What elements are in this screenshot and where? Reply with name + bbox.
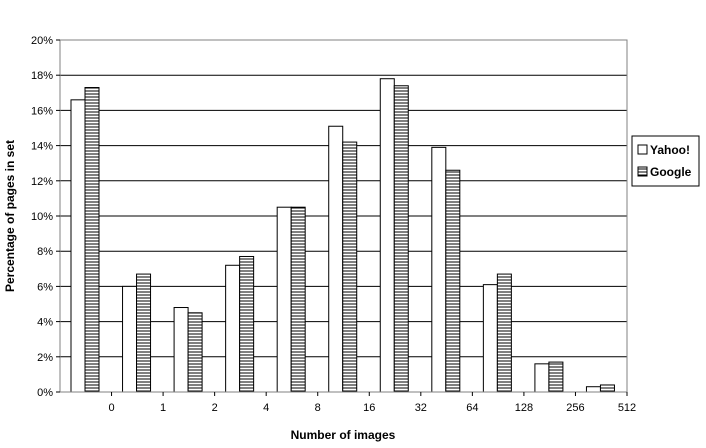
x-tick-label: 512 bbox=[618, 402, 636, 414]
y-tick-label: 0% bbox=[37, 387, 53, 399]
bar-google bbox=[599, 384, 615, 393]
bar-google bbox=[290, 206, 306, 393]
bar-yahoo bbox=[173, 307, 189, 393]
x-tick-label: 32 bbox=[415, 402, 427, 414]
y-tick-label: 20% bbox=[31, 35, 53, 47]
legend-label-yahoo: Yahoo! bbox=[650, 143, 690, 157]
x-tick-label: 16 bbox=[363, 402, 375, 414]
bars bbox=[70, 78, 615, 393]
bar-yahoo bbox=[225, 264, 241, 393]
bar-google bbox=[496, 273, 512, 393]
bar-google bbox=[136, 273, 152, 393]
legend-box bbox=[631, 135, 700, 187]
x-tick-label: 2 bbox=[212, 402, 218, 414]
bar-yahoo bbox=[328, 125, 344, 393]
x-tick-label: 256 bbox=[566, 402, 584, 414]
bar-google bbox=[445, 169, 461, 393]
x-tick-label: 64 bbox=[466, 402, 478, 414]
bar-google bbox=[84, 87, 100, 393]
y-axis-ticks: 0% 2% 4% 6% 8% 10% 12% 14% 16% 18% 20% bbox=[31, 35, 60, 399]
bar-yahoo bbox=[585, 386, 601, 393]
y-tick-label: 2% bbox=[37, 352, 53, 364]
x-axis-ticks: 0 1 2 4 8 16 32 64 128 256 512 bbox=[108, 392, 636, 414]
x-tick-label: 128 bbox=[515, 402, 533, 414]
x-tick-label: 1 bbox=[160, 402, 166, 414]
bar-yahoo bbox=[431, 146, 447, 393]
bar-google bbox=[548, 361, 564, 393]
legend-label-google: Google bbox=[650, 165, 692, 179]
bar-yahoo bbox=[379, 78, 395, 393]
x-tick-label: 0 bbox=[108, 402, 114, 414]
y-tick-label: 12% bbox=[31, 176, 53, 188]
x-axis-title: Number of images bbox=[291, 428, 396, 442]
bar-yahoo bbox=[70, 99, 86, 393]
bar-yahoo bbox=[122, 285, 138, 393]
bar-yahoo bbox=[534, 363, 550, 393]
y-tick-label: 4% bbox=[37, 317, 53, 329]
bar-yahoo bbox=[276, 206, 292, 393]
y-tick-label: 16% bbox=[31, 105, 53, 117]
bar-yahoo bbox=[482, 284, 498, 393]
x-tick-label: 8 bbox=[315, 402, 321, 414]
legend-swatch-google bbox=[637, 166, 648, 177]
bar-google bbox=[393, 85, 409, 393]
y-axis-title: Percentage of pages in set bbox=[3, 140, 17, 292]
legend: Yahoo! Google bbox=[631, 135, 700, 187]
bar-google bbox=[187, 312, 203, 393]
bar-google bbox=[239, 255, 255, 393]
y-tick-label: 14% bbox=[31, 141, 53, 153]
y-tick-label: 8% bbox=[37, 246, 53, 258]
y-tick-label: 18% bbox=[31, 70, 53, 82]
legend-swatch-yahoo bbox=[637, 144, 648, 155]
bar-google bbox=[342, 141, 358, 393]
y-tick-label: 6% bbox=[37, 281, 53, 293]
y-tick-label: 10% bbox=[31, 211, 53, 223]
x-tick-label: 4 bbox=[263, 402, 269, 414]
